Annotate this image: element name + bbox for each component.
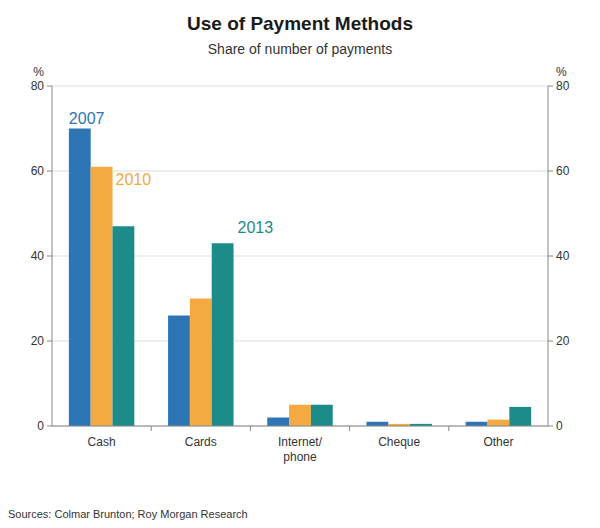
y2-tick-label: 80 [556, 79, 570, 93]
x-tick-label: Cash [88, 435, 116, 449]
y-tick [47, 426, 52, 427]
y-tick-label: 80 [31, 79, 45, 93]
y-tick-label: 20 [31, 334, 45, 348]
bar [289, 405, 311, 426]
category-separator [349, 426, 350, 431]
y-axis-label: % [33, 65, 44, 79]
x-tick-label-line: Cheque [378, 435, 420, 449]
bar [113, 226, 135, 426]
y-tick-label: 60 [31, 164, 45, 178]
y2-axis-label: % [556, 65, 567, 79]
source: Sources: Colmar Brunton; Roy Morgan Rese… [8, 508, 248, 520]
bar [168, 316, 190, 427]
x-tick-label-line: Internet/ [278, 435, 323, 449]
bar [311, 405, 333, 426]
x-tick-label: Internet/phone [278, 435, 323, 464]
category-separator [448, 426, 449, 431]
bar [509, 407, 531, 426]
x-tick-label: Cards [185, 435, 217, 449]
series-labels: 2007 2010 2013 [69, 110, 273, 237]
bar [366, 422, 388, 426]
x-tick-label: Other [483, 435, 513, 449]
bars [69, 129, 531, 427]
y-tick [47, 86, 52, 87]
bar [190, 299, 212, 427]
bar [466, 422, 488, 426]
grid-line [52, 426, 548, 427]
y2-tick [548, 341, 553, 342]
x-tick-label-line: Cash [88, 435, 116, 449]
y-tick [47, 341, 52, 342]
series-label: 2007 [69, 110, 105, 127]
series-label: 2013 [238, 219, 274, 236]
y-tick-label: 40 [31, 249, 45, 263]
grid [52, 86, 548, 426]
category-separator [151, 426, 152, 431]
y2-tick-label: 0 [556, 419, 563, 433]
bar [69, 129, 91, 427]
y-tick [47, 171, 52, 172]
y2-tick-label: 60 [556, 164, 570, 178]
x-tick-label-line: Other [483, 435, 513, 449]
bar [91, 167, 113, 426]
title: Use of Payment Methods [187, 13, 413, 34]
y-tick [47, 256, 52, 257]
x-tick-label: Cheque [378, 435, 420, 449]
category-separator [250, 426, 251, 431]
bar [212, 243, 234, 426]
subtitle: Share of number of payments [208, 41, 392, 57]
grid-line [52, 86, 548, 87]
x-axis-line [52, 426, 548, 427]
series-label: 2010 [116, 171, 152, 188]
y2-tick [548, 86, 553, 87]
y2-tick [548, 256, 553, 257]
bar [487, 420, 509, 426]
chart: Use of Payment Methods Share of number of… [0, 0, 600, 528]
y2-tick-label: 40 [556, 249, 570, 263]
y2-tick [548, 171, 553, 172]
y-tick-label: 0 [37, 419, 44, 433]
x-tick-label-line: phone [283, 450, 317, 464]
axes: 0 20 40 60 80 0 20 40 60 80 Cash Cards Internet/phon… [31, 79, 570, 464]
bar [267, 418, 289, 427]
x-tick-label-line: Cards [185, 435, 217, 449]
y2-tick-label: 20 [556, 334, 570, 348]
y2-tick [548, 426, 553, 427]
